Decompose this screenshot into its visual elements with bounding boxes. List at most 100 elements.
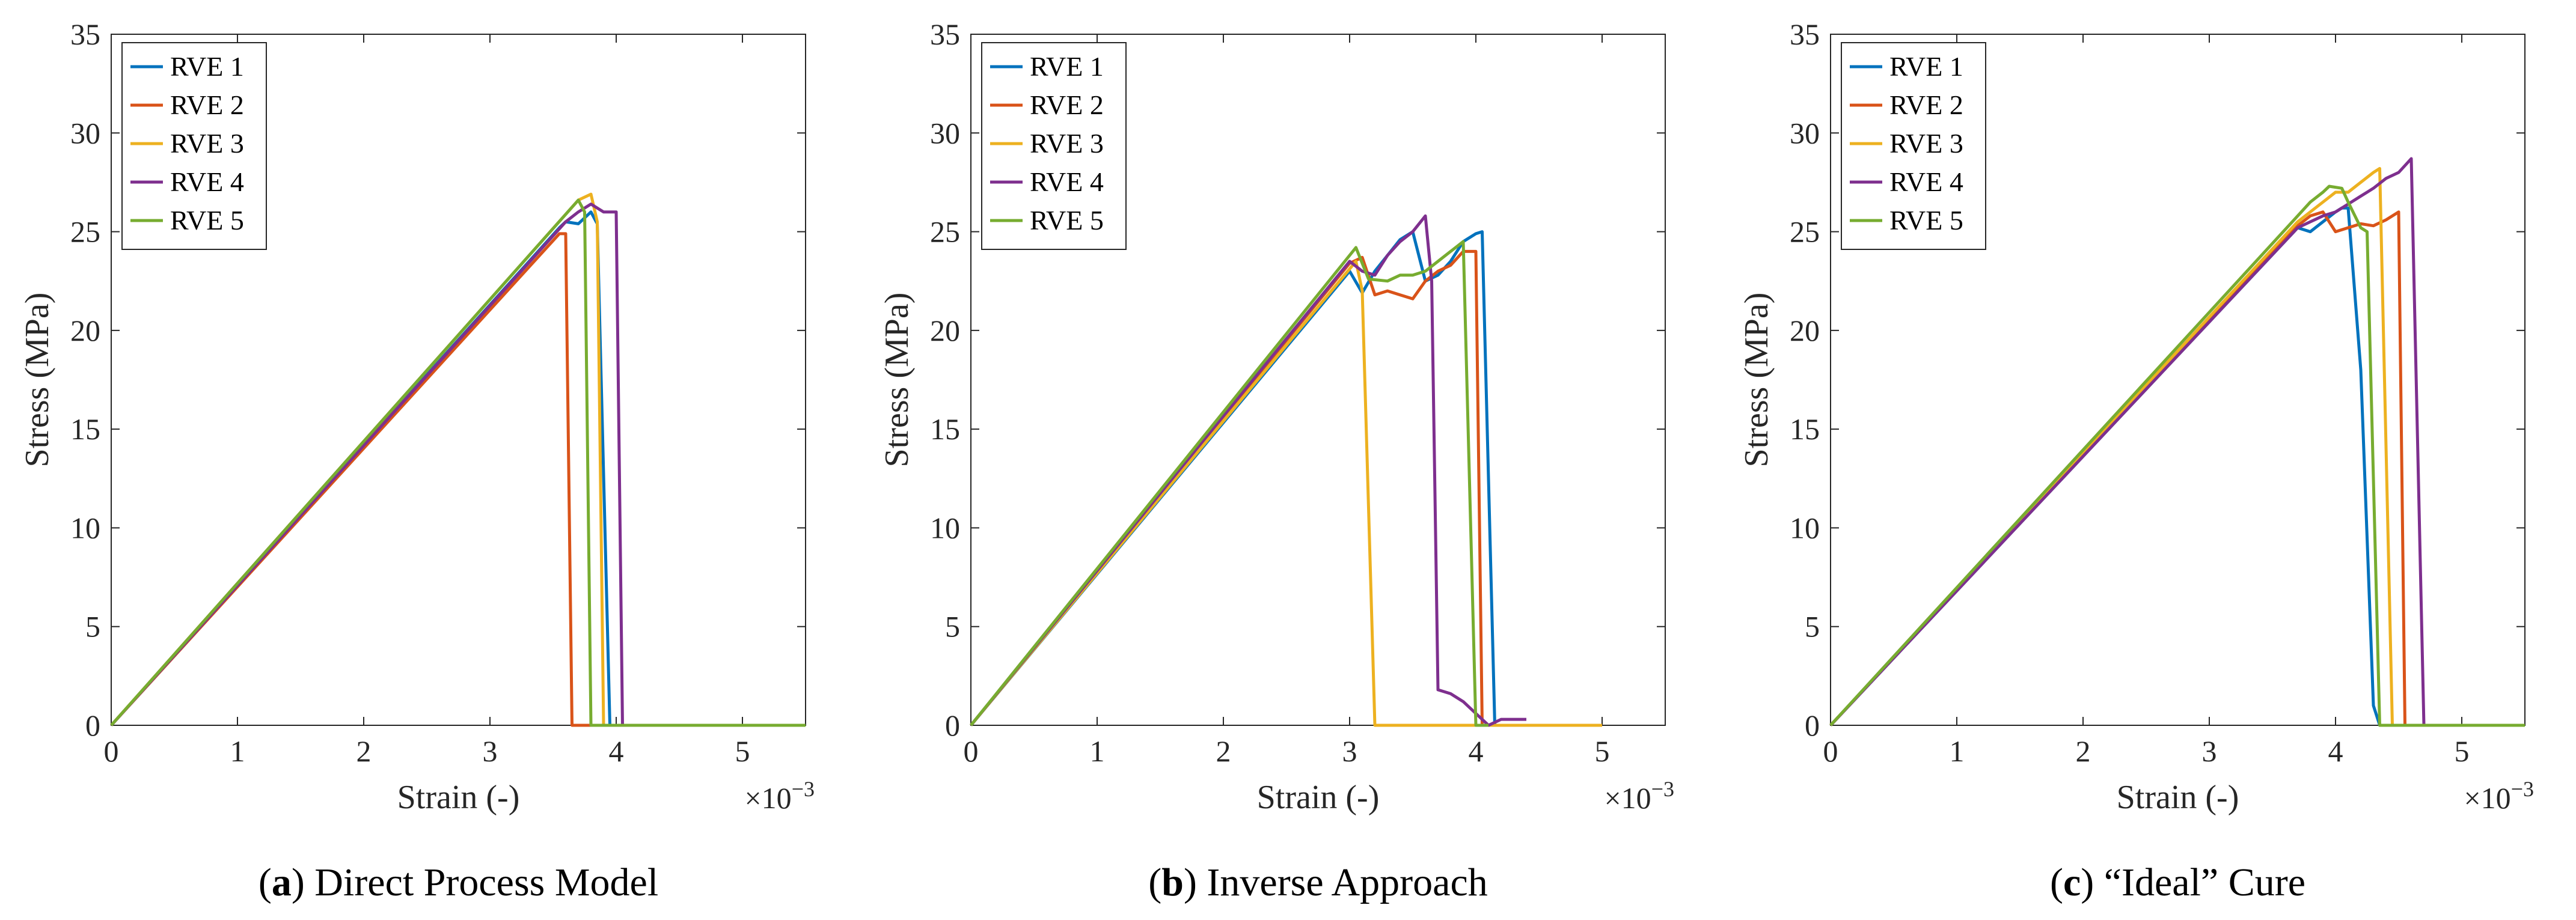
caption-close: ) [1184, 861, 1197, 904]
legend-label-rve-5: RVE 5 [1889, 205, 1963, 236]
x-tick-label: 2 [356, 734, 372, 768]
legend-label-rve-5: RVE 5 [1030, 205, 1104, 236]
legend-label-rve-3: RVE 3 [1030, 128, 1104, 159]
chart-c: 0 1 2 3 4 5 0 5 10 15 20 25 30 35 Strain (-) Stress (MP… [1738, 17, 2534, 904]
caption-open: ( [2050, 861, 2063, 904]
x-tick-label: 5 [1595, 734, 1610, 768]
x-tick-label: 3 [483, 734, 498, 768]
y-tick-label: 15 [1790, 412, 1820, 446]
series-line-rve-5 [1829, 184, 2525, 727]
series-line-rve-3 [970, 260, 1602, 727]
series-line-rve-2 [1829, 210, 2525, 727]
x-tick-label: 5 [2455, 734, 2470, 768]
x-axis-multiplier: ×10−3 [1604, 777, 1674, 815]
legend-label-rve-3: RVE 3 [1889, 128, 1963, 159]
legend-box [1841, 42, 1986, 250]
caption-title: Inverse Approach [1197, 861, 1488, 904]
x-axis-label: Strain (-) [397, 779, 520, 816]
legend-label-rve-1: RVE 1 [1889, 51, 1963, 82]
legend-label-rve-2: RVE 2 [1030, 90, 1104, 120]
caption-close: ) [292, 861, 305, 904]
series-line-rve-5 [110, 198, 806, 727]
legend-box [121, 42, 267, 250]
caption-open: ( [259, 861, 272, 904]
y-axis-label: Stress (MPa) [19, 293, 56, 468]
x-tick-label: 1 [230, 734, 245, 768]
y-tick-label: 10 [930, 511, 960, 544]
x-tick-label: 4 [1469, 734, 1484, 768]
panel-a: 0 1 2 3 4 5 0 5 10 15 20 25 30 35 Strain (-) Stress (MP… [0, 0, 854, 920]
caption-letter: c [2063, 861, 2081, 904]
x-axis-multiplier: ×10−3 [2464, 777, 2534, 815]
legend-label-rve-2: RVE 2 [170, 90, 244, 120]
x-tick-label: 4 [609, 734, 624, 768]
x-tick-label: 3 [1342, 734, 1357, 768]
x-multiplier-exponent: −3 [792, 777, 815, 801]
caption-close: ) [2081, 861, 2094, 904]
y-tick-label: 15 [70, 412, 100, 446]
legend-label-rve-4: RVE 4 [1889, 166, 1963, 197]
x-multiplier-base: ×10 [2464, 781, 2510, 815]
legend-label-rve-5: RVE 5 [170, 205, 244, 236]
legend-label-rve-1: RVE 1 [1030, 51, 1104, 82]
x-tick-label: 2 [1216, 734, 1231, 768]
figure-caption: (c) “Ideal” Cure [2050, 861, 2305, 904]
x-axis-label: Strain (-) [1257, 779, 1380, 816]
x-multiplier-base: ×10 [1604, 781, 1651, 815]
series-line-rve-4 [970, 214, 1526, 727]
caption-letter: b [1161, 861, 1184, 904]
caption-title: “Ideal” Cure [2094, 861, 2305, 904]
figure-caption: (a) Direct Process Model [259, 861, 658, 904]
series-line-rve-4 [110, 203, 806, 727]
series-line-rve-4 [1829, 157, 2525, 727]
y-tick-label: 25 [930, 215, 960, 249]
legend-label-rve-4: RVE 4 [170, 166, 244, 197]
legend-label-rve-2: RVE 2 [1889, 90, 1963, 120]
y-tick-label: 35 [930, 17, 960, 51]
y-tick-label: 10 [70, 511, 100, 544]
x-tick-label: 0 [104, 734, 119, 768]
legend-label-rve-1: RVE 1 [170, 51, 244, 82]
x-tick-label: 5 [735, 734, 750, 768]
legend-label-rve-3: RVE 3 [170, 128, 244, 159]
y-tick-label: 20 [70, 314, 100, 347]
y-tick-label: 0 [1805, 708, 1820, 742]
caption-open: ( [1148, 861, 1161, 904]
y-tick-label: 30 [70, 116, 100, 150]
x-axis-label: Strain (-) [2117, 779, 2239, 816]
y-tick-label: 0 [85, 708, 100, 742]
y-tick-label: 10 [1790, 511, 1820, 544]
x-axis-multiplier: ×10−3 [744, 777, 815, 815]
x-tick-label: 2 [2076, 734, 2091, 768]
y-tick-label: 5 [945, 610, 960, 644]
chart-b: 0 1 2 3 4 5 0 5 10 15 20 25 30 35 Strain (-) Stress (MP… [878, 17, 1674, 904]
x-tick-label: 0 [1823, 734, 1838, 768]
panel-b: 0 1 2 3 4 5 0 5 10 15 20 25 30 35 Strain (-) Stress (MP… [860, 0, 1713, 920]
y-axis-label: Stress (MPa) [1738, 293, 1775, 468]
chart-a: 0 1 2 3 4 5 0 5 10 15 20 25 30 35 Strain (-) Stress (MP… [19, 17, 815, 904]
y-tick-label: 20 [1790, 314, 1820, 347]
x-tick-label: 1 [1090, 734, 1105, 768]
y-tick-label: 25 [70, 215, 100, 249]
y-tick-label: 35 [70, 17, 100, 51]
x-tick-label: 1 [1950, 734, 1965, 768]
series-line-rve-5 [970, 240, 1488, 727]
legend-label-rve-4: RVE 4 [1030, 166, 1104, 197]
caption-title: Direct Process Model [305, 861, 658, 904]
x-tick-label: 0 [964, 734, 979, 768]
y-axis-label: Stress (MPa) [878, 293, 916, 468]
y-tick-label: 35 [1790, 17, 1820, 51]
x-multiplier-exponent: −3 [2511, 777, 2534, 801]
y-tick-label: 15 [930, 412, 960, 446]
y-tick-label: 5 [85, 610, 100, 644]
y-tick-label: 5 [1805, 610, 1820, 644]
caption-letter: a [272, 861, 292, 904]
x-multiplier-base: ×10 [744, 781, 791, 815]
y-tick-label: 20 [930, 314, 960, 347]
panel-c: 0 1 2 3 4 5 0 5 10 15 20 25 30 35 Strain (-) Stress (MP… [1719, 0, 2573, 920]
y-tick-label: 0 [945, 708, 960, 742]
figure-caption: (b) Inverse Approach [1148, 861, 1488, 904]
legend-box [981, 42, 1127, 250]
x-tick-label: 4 [2328, 734, 2343, 768]
y-tick-label: 30 [930, 116, 960, 150]
